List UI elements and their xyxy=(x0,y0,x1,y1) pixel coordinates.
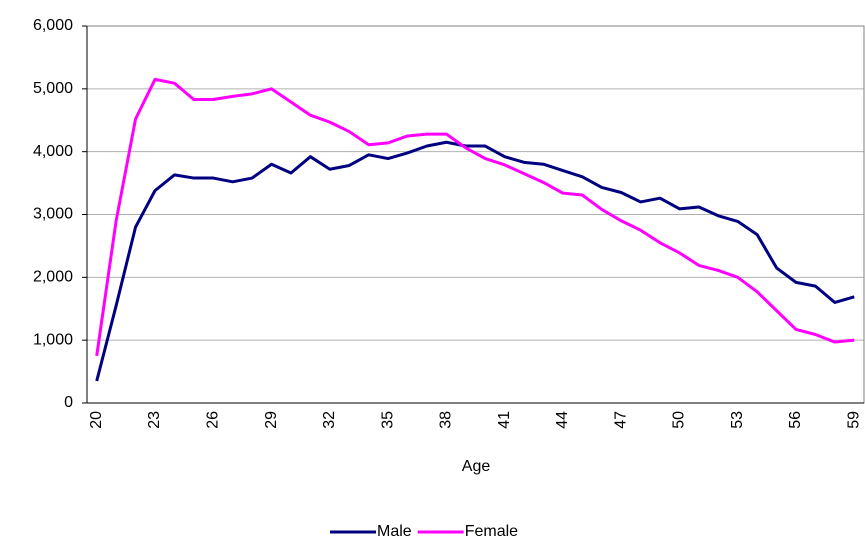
line-series xyxy=(95,77,855,357)
x-tick-label: 35 xyxy=(379,411,396,429)
y-tick-label: 2,000 xyxy=(33,269,73,286)
legend-label: Female xyxy=(465,523,518,540)
x-tick-label: 47 xyxy=(612,411,629,429)
x-tick-label: 44 xyxy=(554,411,571,429)
x-tick-label: 59 xyxy=(846,411,863,429)
y-tick-label: 4,000 xyxy=(33,143,73,160)
x-tick-label: 29 xyxy=(263,411,280,429)
x-tick-label: 26 xyxy=(204,411,221,429)
y-tick-label: 5,000 xyxy=(33,80,73,97)
x-tick-label: 50 xyxy=(671,411,688,429)
x-axis-label: Age xyxy=(462,458,491,475)
x-tick-label: 41 xyxy=(496,411,513,429)
y-tick-label: 3,000 xyxy=(33,206,73,223)
x-tick-label: 53 xyxy=(729,411,746,429)
legend-label: Male xyxy=(377,523,412,540)
line-series xyxy=(95,140,855,382)
x-tick-label: 32 xyxy=(321,411,338,429)
y-tick-label: 1,000 xyxy=(33,331,73,348)
y-tick-label: 6,000 xyxy=(33,17,73,34)
x-tick-label: 23 xyxy=(146,411,163,429)
y-tick-label: 0 xyxy=(64,394,73,411)
x-tick-label: 20 xyxy=(88,411,105,429)
x-tick-label: 38 xyxy=(438,411,455,429)
x-tick-label: 56 xyxy=(787,411,804,429)
